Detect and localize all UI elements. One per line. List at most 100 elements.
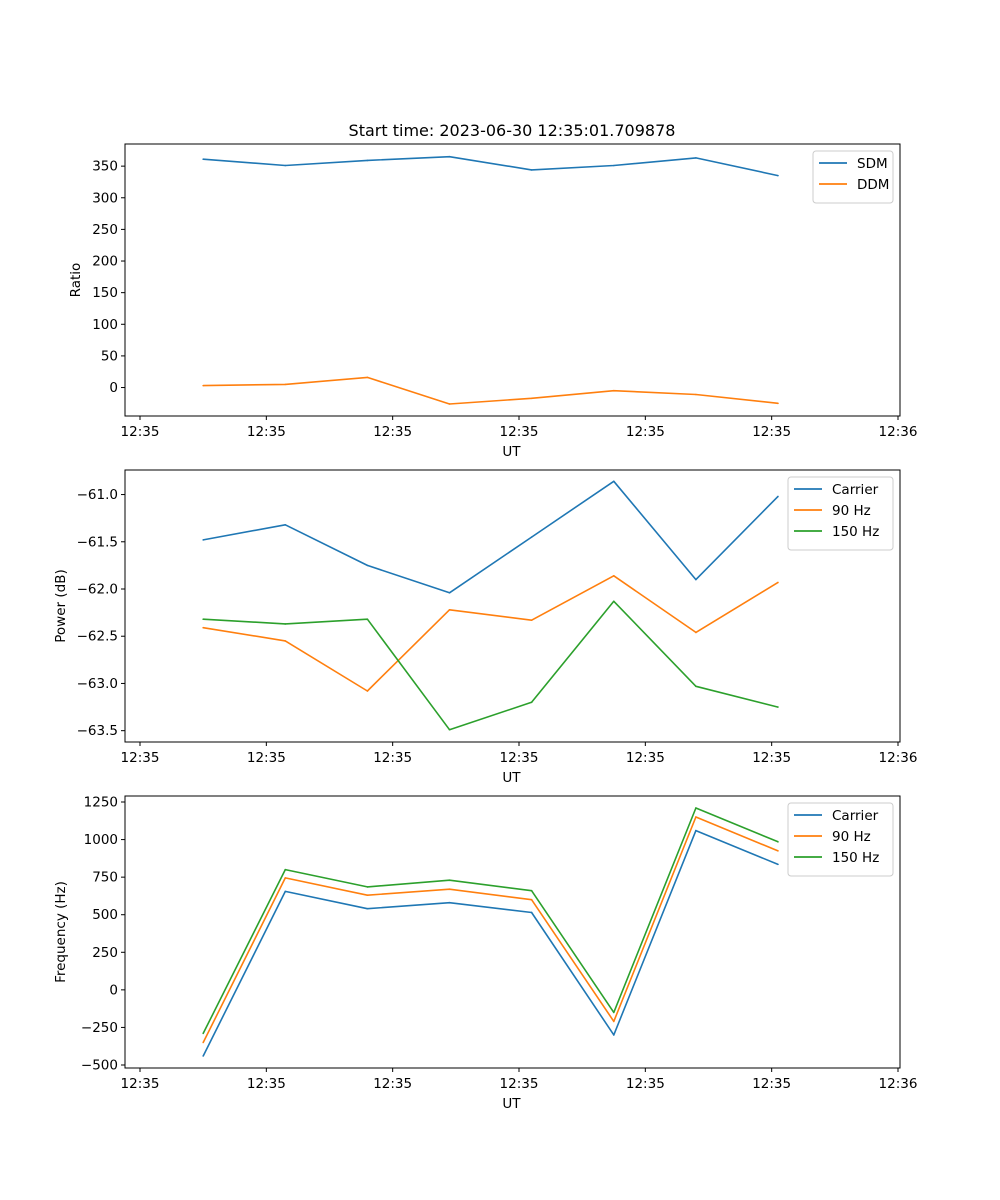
y-tick-label: 1000 (84, 832, 118, 848)
data-point (202, 618, 204, 621)
series-line-carrier (203, 480, 779, 594)
data-point (695, 393, 697, 396)
data-point (448, 879, 451, 881)
y-tick-label: 300 (92, 190, 118, 206)
x-tick-label: 12:35 (500, 424, 539, 440)
data-point (284, 868, 287, 871)
legend: Carrier 90 Hz 150 Hz (787, 802, 894, 877)
data-point (284, 640, 287, 642)
data-point (366, 690, 369, 692)
data-point (284, 164, 287, 167)
legend-label: SDM (857, 156, 888, 172)
data-point (448, 888, 451, 890)
data-point (366, 159, 369, 162)
y-tick-label: 200 (92, 254, 118, 270)
data-point (448, 591, 451, 594)
data-point (777, 863, 779, 866)
data-point (612, 480, 615, 483)
data-point (777, 402, 779, 405)
data-point (366, 907, 369, 910)
x-tick-label: 12:35 (247, 424, 286, 440)
series-line-sdm (203, 155, 779, 177)
data-point (695, 631, 697, 634)
axes-frame (124, 143, 901, 417)
x-tick-label: 12:35 (626, 750, 665, 766)
data-point (530, 898, 533, 901)
x-tick-label: 12:35 (121, 750, 160, 766)
x-tick-label: 12:35 (247, 750, 286, 766)
x-tick-label: 12:35 (373, 1076, 412, 1092)
series-line-carrier (202, 829, 779, 1057)
y-tick-label: −63.0 (77, 676, 118, 692)
legend-label: 150 Hz (832, 524, 879, 540)
x-tick-label: 12:35 (626, 1076, 665, 1092)
legend-label: DDM (857, 177, 889, 193)
data-point (366, 376, 369, 379)
y-tick-label: −62.0 (77, 582, 118, 598)
data-point (612, 1011, 615, 1014)
legend-label: Carrier (832, 482, 879, 498)
data-point (695, 157, 697, 159)
y-axis-label: Frequency (Hz) (53, 881, 69, 983)
data-point (366, 886, 369, 888)
x-tick-label: 12:36 (879, 424, 918, 440)
y-tick-label: −63.5 (77, 723, 118, 739)
x-axis-label: UT (502, 770, 521, 786)
x-tick-label: 12:35 (121, 424, 160, 440)
x-tick-label: 12:36 (879, 1076, 918, 1092)
y-tick-label: 250 (92, 222, 118, 238)
chart-title: Start time: 2023-06-30 12:35:01.709878 (349, 121, 676, 140)
data-point (202, 1041, 204, 1044)
data-point (202, 1055, 204, 1057)
axes-frame (124, 469, 901, 743)
data-point (530, 619, 533, 621)
y-tick-label: 350 (92, 159, 118, 175)
y-tick-label: −250 (81, 1020, 118, 1036)
data-point (612, 600, 615, 603)
y-axis-label: Ratio (68, 263, 84, 298)
chart-panel-3: −500 −250 0 250 500 750 1000 1250 12:35 12:35 12:3… (53, 795, 917, 1112)
data-point (366, 618, 369, 621)
axes-frame (124, 795, 901, 1069)
x-tick-label: 12:35 (752, 424, 791, 440)
x-tick-label: 12:35 (247, 1076, 286, 1092)
y-axis-label: Power (dB) (53, 569, 69, 642)
data-point (695, 807, 697, 809)
y-tick-label: −500 (81, 1057, 118, 1073)
data-point (448, 403, 451, 405)
data-point (284, 877, 287, 879)
y-tick-label: −61.0 (77, 487, 118, 503)
data-point (202, 1032, 204, 1035)
legend-label: 150 Hz (832, 850, 879, 866)
data-point (777, 706, 779, 708)
data-point (695, 578, 697, 581)
data-point (366, 894, 369, 896)
legend: SDM DDM (812, 150, 894, 204)
y-tick-label: 50 (101, 348, 118, 364)
data-point (284, 383, 287, 386)
data-point (448, 608, 451, 611)
data-point (530, 536, 533, 538)
chart-panel-1: 0 50 100 150 200 250 300 350 12:35 12:35 12:35 12:3… (68, 143, 918, 460)
data-point (530, 397, 533, 400)
x-tick-label: 12:35 (752, 1076, 791, 1092)
data-point (448, 901, 451, 904)
y-tick-label: 0 (109, 982, 118, 998)
x-tick-label: 12:35 (373, 750, 412, 766)
series-line-90-hz (203, 574, 779, 692)
x-tick-label: 12:36 (879, 750, 918, 766)
legend: Carrier 90 Hz 150 Hz (787, 476, 894, 551)
data-point (202, 384, 204, 387)
chart-panel-2: −63.5 −63.0 −62.5 −62.0 −61.5 −61.0 12:35 12:35… (53, 469, 918, 786)
series-line-ddm (203, 376, 779, 405)
data-point (695, 685, 697, 688)
y-tick-label: 0 (109, 380, 118, 396)
legend-label: 90 Hz (832, 503, 871, 519)
series-line-90-hz (202, 816, 779, 1043)
series-line-150-hz (202, 807, 779, 1034)
x-axis-label: UT (502, 1096, 521, 1112)
data-point (695, 816, 697, 818)
data-point (530, 169, 533, 171)
y-tick-label: 250 (92, 945, 118, 961)
data-point (612, 574, 615, 577)
